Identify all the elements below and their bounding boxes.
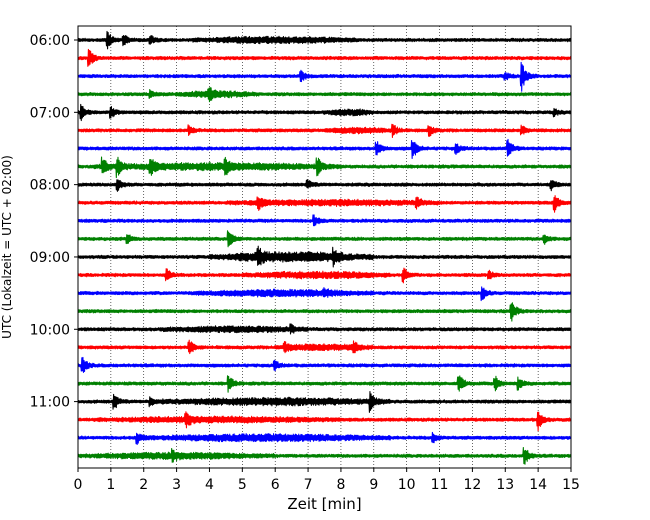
x-tick-label: 6 (271, 477, 280, 493)
x-tick-label: 5 (238, 477, 247, 493)
x-tick-label: 8 (336, 477, 345, 493)
y-tick-label: 11:00 (30, 395, 70, 411)
x-tick-label: 1 (106, 477, 115, 493)
seismic-trace-0 (77, 30, 572, 50)
seismic-trace-9 (77, 195, 572, 213)
y-tick-label: 08:00 (30, 178, 70, 194)
x-tick-label: 9 (369, 477, 378, 493)
seismic-trace-7 (77, 156, 572, 179)
seismic-trace-20 (77, 391, 572, 413)
plot-frame (77, 25, 572, 469)
seismic-trace-15 (77, 302, 572, 322)
seismic-trace-22 (77, 431, 572, 446)
plot-frame-bg (78, 26, 571, 468)
x-tick-label: 15 (562, 477, 580, 493)
x-tick-label: 11 (431, 477, 449, 493)
seismic-trace-21 (77, 411, 572, 432)
seismic-trace-11 (77, 230, 572, 248)
seismic-trace-4 (77, 103, 572, 122)
x-tick-label: 13 (496, 477, 514, 493)
x-tick-label: 10 (398, 477, 416, 493)
y-tick-label: 09:00 (30, 250, 70, 266)
x-tick-label: 0 (74, 477, 83, 493)
seismic-trace-5 (77, 123, 572, 139)
x-tick-label: 12 (463, 477, 481, 493)
seismic-trace-8 (77, 179, 572, 192)
x-tick-label: 7 (304, 477, 313, 493)
seismic-trace-14 (77, 286, 572, 302)
seismic-trace-19 (77, 375, 572, 393)
seismic-trace-2 (77, 61, 572, 92)
seismic-traces (77, 30, 572, 465)
y-tick-label: 07:00 (30, 105, 70, 121)
y-axis-ticks: 06:00 07:00 08:00 09:00 10:00 11:00 (30, 33, 78, 411)
seismic-trace-16 (77, 323, 572, 335)
seismic-trace-23 (77, 446, 572, 465)
seismic-trace-10 (77, 214, 572, 227)
x-tick-label: 4 (205, 477, 214, 493)
y-tick-label: 06:00 (30, 33, 70, 49)
x-tick-label: 14 (529, 477, 547, 493)
seismic-trace-1 (77, 48, 572, 67)
seismic-trace-13 (77, 267, 572, 284)
x-tick-label: 2 (139, 477, 148, 493)
seismic-trace-18 (77, 356, 572, 373)
seismic-trace-6 (77, 138, 572, 159)
seismic-trace-17 (77, 339, 572, 355)
seismic-trace-12 (77, 245, 572, 268)
x-axis-label: Zeit [min] (287, 495, 361, 513)
x-axis-ticks: 0 1 2 3 4 5 6 7 8 9 10 11 12 13 14 15 (74, 468, 580, 493)
y-axis-label: UTC (Lokalzeit = UTC + 02:00) (0, 155, 14, 339)
seismic-trace-3 (77, 86, 572, 103)
y-tick-label: 10:00 (30, 322, 70, 338)
x-tick-label: 3 (172, 477, 181, 493)
